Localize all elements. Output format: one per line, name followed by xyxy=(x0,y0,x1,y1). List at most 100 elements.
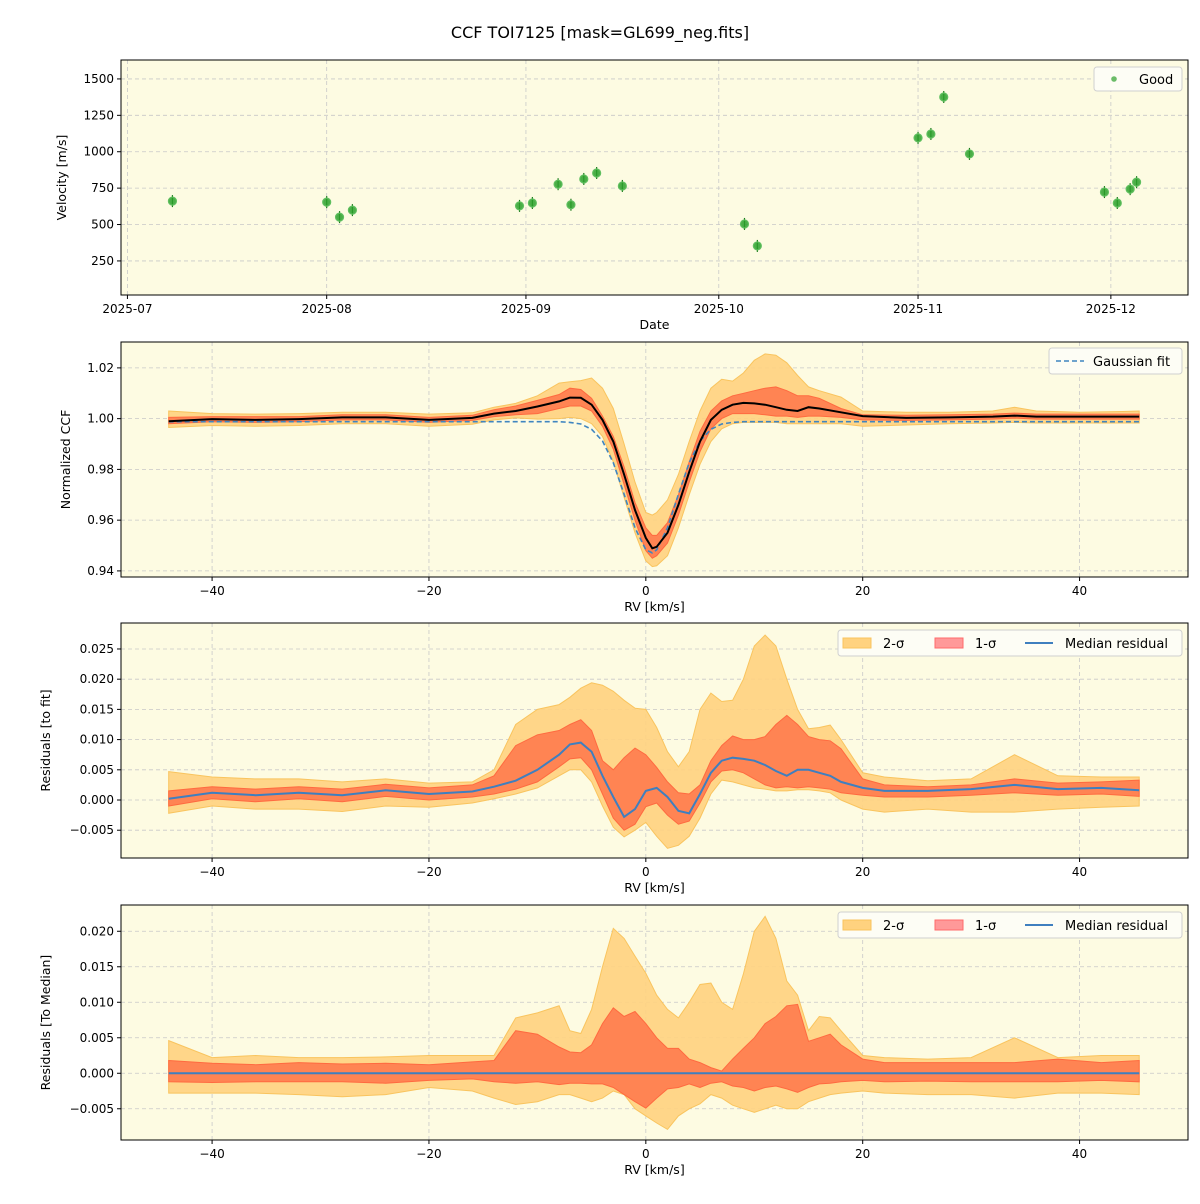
axes-frame xyxy=(120,622,1189,859)
figure-title: CCF TOI7125 [mask=GL699_neg.fits] xyxy=(451,23,749,43)
x-tick-label: 2025-11 xyxy=(893,302,943,316)
x-axis-label: RV [km/s] xyxy=(624,1162,684,1177)
x-tick-label: −40 xyxy=(199,1147,224,1161)
y-tick-label: 0.010 xyxy=(80,995,114,1009)
data-point-good xyxy=(1131,177,1142,187)
two-sigma-band xyxy=(168,353,1140,568)
y-tick-label: 0.98 xyxy=(87,462,114,476)
data-point-good xyxy=(964,149,975,159)
data-point-good xyxy=(939,92,949,102)
legend-box xyxy=(837,629,1183,657)
legend: Good xyxy=(1093,66,1183,92)
legend: 2-σ 1-σ Median residual xyxy=(837,911,1183,939)
y-tick-label: 1.02 xyxy=(87,361,114,375)
data-point-good xyxy=(514,201,525,211)
x-tick-label: 40 xyxy=(1072,1147,1087,1161)
axes-frame xyxy=(120,59,1189,296)
x-tick-label: 20 xyxy=(855,1147,870,1161)
legend-swatch-two-sigma xyxy=(842,919,872,931)
y-tick-label: 0.94 xyxy=(87,564,114,578)
plot-area xyxy=(168,915,1140,1131)
panel-4: −40 −20 0 20 40 −0.005 0.000 0.005 0.010 0.015 0.0… xyxy=(38,904,1189,1177)
y-tick-label: 250 xyxy=(91,254,114,268)
axes-frame xyxy=(120,341,1189,578)
median-ccf-line xyxy=(168,396,1140,550)
plot-area xyxy=(167,90,1142,252)
data-point-good xyxy=(579,174,589,184)
x-tick-label: 0 xyxy=(642,584,650,598)
data-point-good xyxy=(1099,187,1110,197)
y-axis-label: Velocity [m/s] xyxy=(54,135,69,221)
plot-area xyxy=(168,353,1140,568)
x-tick-label: 2025-08 xyxy=(302,302,352,316)
y-axis-label: Residuals [to fit] xyxy=(38,689,53,791)
legend-box xyxy=(1048,347,1183,375)
legend-label-median: Median residual xyxy=(1065,637,1168,652)
y-tick-label: 500 xyxy=(91,218,114,232)
one-sigma-band xyxy=(168,386,1140,559)
x-tick-label: 20 xyxy=(855,584,870,598)
y-tick-label: 0.96 xyxy=(87,513,114,527)
legend-swatch-one-sigma xyxy=(934,919,964,931)
legend-label-good: Good xyxy=(1139,73,1173,88)
y-tick-label: 750 xyxy=(91,181,114,195)
y-tick-label: 0.010 xyxy=(80,733,114,747)
y-tick-label: 0.015 xyxy=(80,960,114,974)
x-tick-label: −20 xyxy=(416,1147,441,1161)
x-tick-label: 40 xyxy=(1072,584,1087,598)
x-tick-label: 2025-10 xyxy=(694,302,744,316)
axes-frame xyxy=(120,904,1189,1141)
x-tick-label: 0 xyxy=(642,1147,650,1161)
one-sigma-band xyxy=(168,1003,1140,1109)
plot-background xyxy=(121,60,1188,295)
data-point-good xyxy=(592,168,602,178)
y-tick-label: 1500 xyxy=(83,72,114,86)
legend-label-gaussian: Gaussian fit xyxy=(1093,355,1170,370)
legend-label-one-sigma: 1-σ xyxy=(975,637,996,652)
data-point-good xyxy=(739,219,750,229)
y-tick-label: 0.020 xyxy=(80,672,114,686)
y-tick-label: 0.020 xyxy=(80,924,114,938)
legend-swatch-one-sigma xyxy=(934,637,964,649)
y-axis-label: Residuals [To Median] xyxy=(38,955,53,1091)
panel-3: −40 −20 0 20 40 −0.005 0.000 0.005 0.010 0.015 0.0… xyxy=(38,622,1189,895)
y-tick-label: 1000 xyxy=(83,145,114,159)
x-tick-label: −40 xyxy=(199,865,224,879)
data-point-good xyxy=(913,133,923,143)
data-point-good xyxy=(167,196,178,206)
x-tick-label: −20 xyxy=(416,584,441,598)
median-residual-line xyxy=(168,741,1140,819)
y-tick-label: 0.015 xyxy=(80,702,114,716)
legend: 2-σ 1-σ Median residual xyxy=(837,629,1183,657)
data-point-good xyxy=(752,241,762,251)
y-tick-label: 0.025 xyxy=(80,642,114,656)
x-tick-label: 2025-07 xyxy=(102,302,152,316)
legend-marker-good xyxy=(1111,76,1117,82)
data-point-good xyxy=(1125,184,1135,194)
data-point-good xyxy=(926,129,936,139)
y-tick-label: 0.000 xyxy=(80,1066,114,1080)
legend-box xyxy=(837,911,1183,939)
x-tick-label: 40 xyxy=(1072,865,1087,879)
y-tick-label: 1.00 xyxy=(87,412,114,426)
one-sigma-band xyxy=(168,714,1140,831)
x-tick-label: 2025-12 xyxy=(1086,302,1136,316)
y-tick-label: −0.005 xyxy=(70,823,114,837)
data-point-good xyxy=(1112,198,1122,208)
legend-label-two-sigma: 2-σ xyxy=(883,637,904,652)
legend-label-median: Median residual xyxy=(1065,919,1168,934)
x-tick-label: −20 xyxy=(416,865,441,879)
data-point-good xyxy=(617,181,627,191)
legend-box xyxy=(1093,66,1183,92)
data-point-good xyxy=(347,205,357,215)
y-axis-label: Normalized CCF xyxy=(58,410,73,510)
legend-swatch-two-sigma xyxy=(842,637,872,649)
data-point-good xyxy=(553,179,563,189)
data-point-good xyxy=(566,200,576,210)
x-tick-label: 0 xyxy=(642,865,650,879)
legend: Gaussian fit xyxy=(1048,347,1183,375)
plot-area xyxy=(168,634,1140,849)
y-tick-label: 1250 xyxy=(83,108,114,122)
panel-1: 2025-07 2025-08 2025-09 2025-10 2025-11 2025-… xyxy=(54,60,1188,332)
